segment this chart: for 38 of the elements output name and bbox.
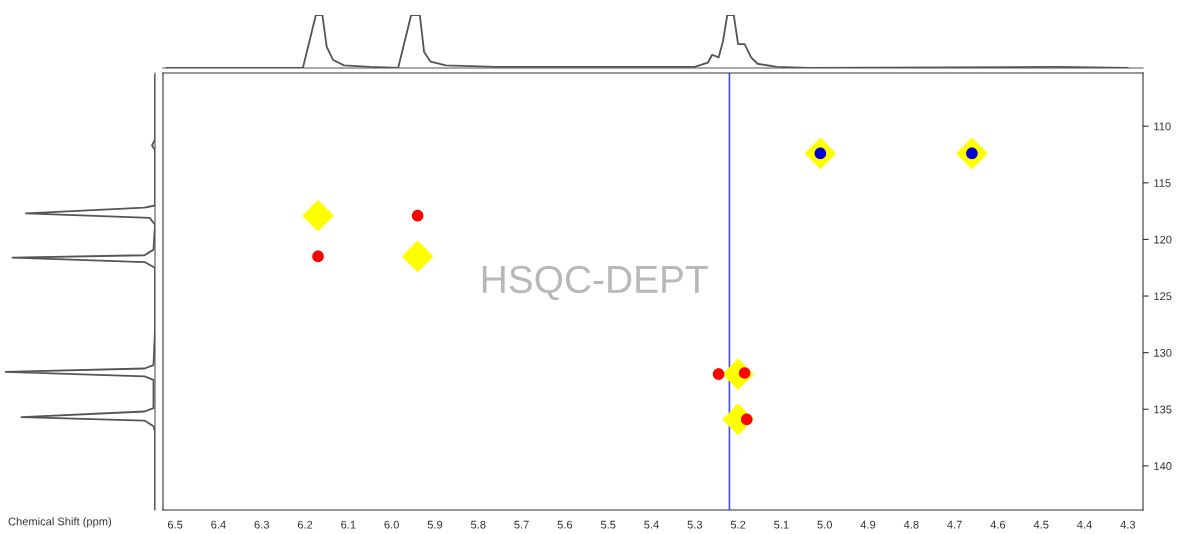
y-tick-label: 115 — [1154, 179, 1171, 187]
x-tick-label: 6.5 — [167, 520, 183, 529]
annotation: HSQC-DEPT — [482, 265, 708, 301]
point — [712, 368, 725, 380]
x-tick-label: 4.8 — [903, 520, 919, 529]
x-tick-label: 5.3 — [687, 520, 703, 529]
x-tick-label: 4.9 — [860, 520, 876, 529]
point — [411, 209, 424, 222]
x-tick-label: 5.6 — [557, 520, 573, 529]
x-tick-label: 6.0 — [384, 520, 399, 529]
x-tick-label: 4.4 — [1077, 520, 1092, 529]
x-tick-label: 4.3 — [1120, 520, 1136, 529]
x-tick-label: 6.3 — [254, 520, 269, 529]
x-tick-label: 5.2 — [730, 520, 746, 529]
x-tick-label: 5.0 — [817, 520, 832, 529]
y-tick-label: 110 — [1154, 122, 1171, 131]
x-axis-title: Chemical Shift (ppm) — [8, 517, 112, 528]
y-tick-label: 120 — [1154, 235, 1172, 244]
x-tick-label: 5.9 — [427, 520, 443, 529]
y-tick-label: 135 — [1154, 405, 1172, 414]
x-tick-label: 6.4 — [211, 520, 226, 529]
x-tick-label: 6.2 — [297, 520, 313, 529]
x-tick-label: 4.5 — [1033, 520, 1049, 529]
x-tick-label: 5.8 — [470, 520, 486, 529]
x-tick-label: 4.7 — [947, 520, 962, 529]
x-tick-label: 5.7 — [514, 520, 529, 529]
point — [312, 250, 324, 263]
x-tick-label: 5.4 — [644, 520, 659, 529]
point — [740, 413, 753, 426]
y-tick-label: 125 — [1154, 292, 1172, 301]
x-tick-label: 5.5 — [600, 520, 616, 529]
point — [302, 199, 334, 232]
y-tick-label: 140 — [1154, 462, 1172, 470]
x-tick-label: 6.1 — [341, 520, 356, 529]
y-tick-label: 130 — [1154, 348, 1172, 357]
x-tick-label: 4.6 — [990, 520, 1006, 529]
x-tick-label: 5.1 — [774, 520, 789, 529]
point — [401, 240, 434, 273]
